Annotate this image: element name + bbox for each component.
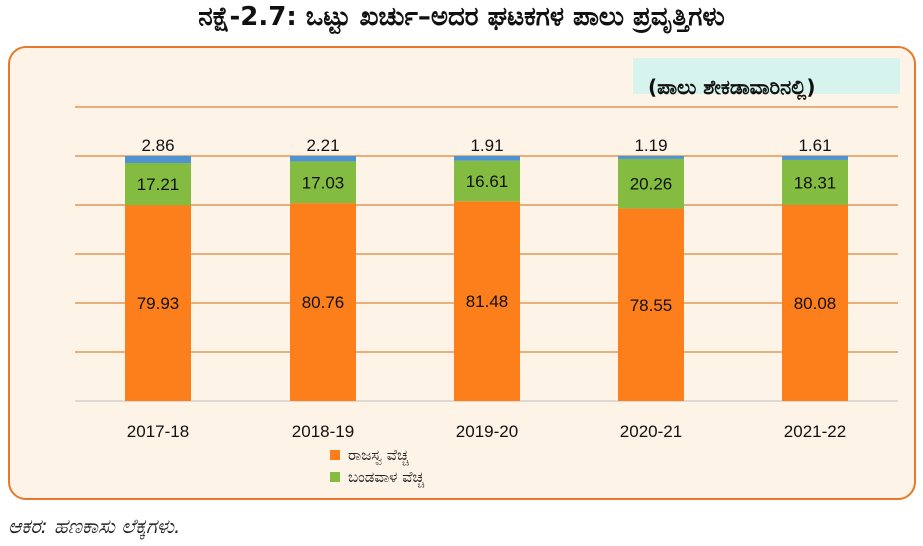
chart-title: ನಕ್ಷೆ-2.7: ಒಟ್ಟು ಖರ್ಚು–ಅದರ ಘಟಕಗಳ ಪಾಲು ಪ್… <box>198 2 725 32</box>
data-label-revenue: 79.93 <box>137 294 180 313</box>
data-label-other: 1.91 <box>470 136 503 155</box>
data-label-capital: 16.61 <box>466 172 509 191</box>
bar-capital <box>454 160 520 202</box>
x-tick-label: 2017-18 <box>127 422 189 441</box>
data-label-capital: 18.31 <box>794 173 837 192</box>
legend-swatch-revenue <box>330 450 340 460</box>
legend-swatch-capital <box>330 472 340 482</box>
data-label-other: 1.19 <box>634 136 667 155</box>
legend-item-capital: ಬಂಡವಾಳ ವೆಚ್ಚ <box>330 466 424 488</box>
bar-capital <box>290 161 356 204</box>
data-label-revenue: 78.55 <box>630 296 673 315</box>
source-note: ಆಕರ: ಹಣಕಾಸು ಲೆಕ್ಕಗಳು. <box>8 514 181 538</box>
x-tick-label: 2019-20 <box>456 422 518 441</box>
data-label-other: 1.61 <box>798 136 831 155</box>
x-tick-label: 2020-21 <box>620 422 682 441</box>
bar-other <box>618 156 684 159</box>
bar-other <box>782 156 848 160</box>
x-tick-label: 2018-19 <box>292 422 354 441</box>
bar-capital <box>618 158 684 209</box>
legend: ರಾಜಸ್ವ ವೆಚ್ಚ ಬಂಡವಾಳ ವೆಚ್ಚ <box>330 444 424 488</box>
data-label-capital: 20.26 <box>630 175 673 194</box>
bar-revenue <box>618 208 684 401</box>
data-label-capital: 17.21 <box>137 175 180 194</box>
bar-other <box>454 156 520 161</box>
bar-other <box>290 156 356 162</box>
data-label-revenue: 81.48 <box>466 292 509 311</box>
data-label-revenue: 80.08 <box>794 294 837 313</box>
x-tick-label: 2021-22 <box>784 422 846 441</box>
unit-label: (ಪಾಲು ಶೇಕಡಾವಾರಿನಲ್ಲಿ) <box>648 75 816 99</box>
bar-revenue <box>782 204 848 401</box>
legend-label-capital: ಬಂಡವಾಳ ವೆಚ್ಚ <box>348 468 425 486</box>
data-label-capital: 17.03 <box>302 173 345 192</box>
data-label-revenue: 80.76 <box>302 293 345 312</box>
data-label-other: 2.86 <box>141 136 174 155</box>
legend-item-revenue: ರಾಜಸ್ವ ವೆಚ್ಚ <box>330 444 424 466</box>
bar-revenue <box>290 203 356 401</box>
bar-revenue <box>454 201 520 401</box>
bar-capital <box>125 163 191 206</box>
unit-label-box <box>633 58 900 94</box>
bar-capital <box>782 159 848 205</box>
legend-label-revenue: ರಾಜಸ್ವ ವೆಚ್ಚ <box>348 446 409 464</box>
bar-revenue <box>125 205 191 401</box>
bar-other <box>125 156 191 164</box>
data-label-other: 2.21 <box>306 136 339 155</box>
